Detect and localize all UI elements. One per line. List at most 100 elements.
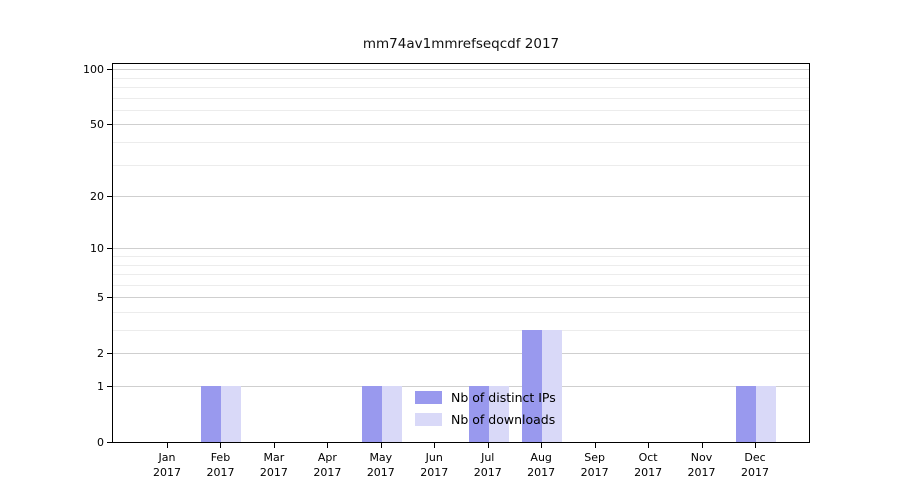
bar-nb-of-distinct-ips-dec <box>736 386 756 442</box>
y-tick-mark-100 <box>107 69 112 71</box>
y-tick-label-1: 1 <box>97 380 104 393</box>
gridline-y-8 <box>113 264 809 266</box>
legend: Nb of distinct IPs Nb of downloads <box>415 390 556 427</box>
x-tick-year: 2017 <box>206 466 235 479</box>
x-tick-mark-mar <box>273 443 275 448</box>
x-tick-year: 2017 <box>634 466 663 479</box>
y-tick-mark-50 <box>107 124 112 126</box>
x-tick-year: 2017 <box>366 466 395 479</box>
y-tick-mark-20 <box>107 196 112 198</box>
x-tick-month: Mar <box>263 451 285 464</box>
bar-nb-of-downloads-feb <box>221 386 242 442</box>
gridline-y-100 <box>113 69 809 71</box>
y-tick-label-100: 100 <box>83 63 104 77</box>
x-tick-year: 2017 <box>741 466 769 479</box>
x-tick-year: 2017 <box>687 466 716 479</box>
x-tick-mark-sep <box>594 443 596 448</box>
y-tick-mark-0 <box>107 442 112 443</box>
x-tick-month: May <box>369 451 393 464</box>
x-tick-label-sep: Sep 2017 <box>563 450 627 480</box>
y-tick-label-0: 0 <box>97 436 104 449</box>
y-tick-mark-1 <box>107 386 112 387</box>
legend-swatch-distinct-ips <box>415 391 442 404</box>
y-tick-label-20: 20 <box>90 190 104 204</box>
x-tick-label-jul: Jul 2017 <box>456 450 520 480</box>
x-tick-label-nov: Nov 2017 <box>670 450 734 480</box>
bar-nb-of-downloads-jul <box>488 386 509 442</box>
x-tick-year: 2017 <box>153 466 181 479</box>
x-tick-mark-dec <box>755 443 756 448</box>
x-tick-label-jan: Jan 2017 <box>135 450 199 480</box>
gridline-y-9 <box>113 256 809 257</box>
bar-nb-of-distinct-ips-aug <box>522 330 543 442</box>
x-tick-month: Oct <box>638 451 658 464</box>
x-tick-year: 2017 <box>313 466 342 479</box>
x-tick-mark-apr <box>327 443 329 448</box>
bar-nb-of-downloads-aug <box>542 330 563 442</box>
x-tick-mark-jun <box>434 443 436 448</box>
x-tick-year: 2017 <box>580 466 609 479</box>
bar-nb-of-distinct-ips-jul <box>468 386 489 442</box>
gridline-y-2 <box>113 353 809 355</box>
x-tick-mark-oct <box>648 443 650 448</box>
y-tick-mark-5 <box>107 297 112 299</box>
x-tick-label-may: May 2017 <box>349 450 413 480</box>
bar-nb-of-downloads-dec <box>756 386 776 442</box>
x-tick-month: Jun <box>425 451 443 464</box>
gridline-y-50 <box>113 124 809 126</box>
x-tick-month: Aug <box>530 451 552 464</box>
x-tick-label-jun: Jun 2017 <box>402 450 466 480</box>
legend-item-distinct-ips: Nb of distinct IPs <box>415 390 556 405</box>
x-tick-month: Sep <box>584 451 605 464</box>
x-tick-label-apr: Apr 2017 <box>295 450 359 480</box>
x-tick-mark-nov <box>701 443 703 448</box>
bar-nb-of-downloads-may <box>381 386 402 442</box>
y-tick-label-5: 5 <box>97 291 104 305</box>
gridline-y-90 <box>113 77 809 79</box>
gridline-y-6 <box>113 284 809 286</box>
x-tick-label-oct: Oct 2017 <box>616 450 680 480</box>
gridline-y-3 <box>113 330 809 332</box>
x-tick-month: Dec <box>744 451 766 464</box>
y-tick-mark-2 <box>107 353 112 355</box>
x-tick-month: Jan <box>158 451 176 464</box>
x-tick-mark-jan <box>167 443 168 448</box>
y-tick-label-50: 50 <box>90 118 104 132</box>
plot-area: Nb of distinct IPs Nb of downloads <box>112 63 810 443</box>
x-tick-year: 2017 <box>420 466 449 479</box>
bar-nb-of-distinct-ips-feb <box>201 386 222 442</box>
gridline-y-4 <box>113 312 809 313</box>
legend-swatch-downloads <box>415 413 442 426</box>
x-tick-mark-feb <box>220 443 222 448</box>
x-tick-month: Feb <box>210 451 231 464</box>
x-tick-year: 2017 <box>259 466 288 479</box>
x-tick-label-feb: Feb 2017 <box>188 450 252 480</box>
bar-nb-of-distinct-ips-may <box>361 386 382 442</box>
x-tick-mark-jul <box>487 443 489 448</box>
gridline-y-80 <box>113 87 809 89</box>
legend-label-distinct-ips: Nb of distinct IPs <box>451 390 556 405</box>
y-tick-label-10: 10 <box>90 242 104 256</box>
x-tick-year: 2017 <box>473 466 502 479</box>
legend-item-downloads: Nb of downloads <box>415 412 556 427</box>
x-tick-label-mar: Mar 2017 <box>242 450 306 480</box>
x-tick-label-dec: Dec 2017 <box>723 450 787 480</box>
gridline-y-70 <box>113 97 809 99</box>
x-tick-month: Nov <box>690 451 713 464</box>
legend-label-downloads: Nb of downloads <box>451 412 556 427</box>
gridline-y-5 <box>113 297 809 299</box>
x-tick-month: Jul <box>481 451 495 464</box>
x-tick-mark-may <box>380 443 382 448</box>
gridline-y-10 <box>113 248 809 250</box>
gridline-y-60 <box>113 109 809 111</box>
chart-title: mm74av1mmrefseqcdf 2017 <box>362 36 560 52</box>
y-tick-label-2: 2 <box>97 347 104 361</box>
gridline-y-7 <box>113 274 809 276</box>
gridline-y-30 <box>113 164 809 166</box>
gridline-y-40 <box>113 142 809 144</box>
y-tick-mark-10 <box>107 248 112 250</box>
x-tick-label-aug: Aug 2017 <box>509 450 573 480</box>
gridline-y-1 <box>113 386 809 388</box>
x-tick-month: Apr <box>317 451 337 464</box>
